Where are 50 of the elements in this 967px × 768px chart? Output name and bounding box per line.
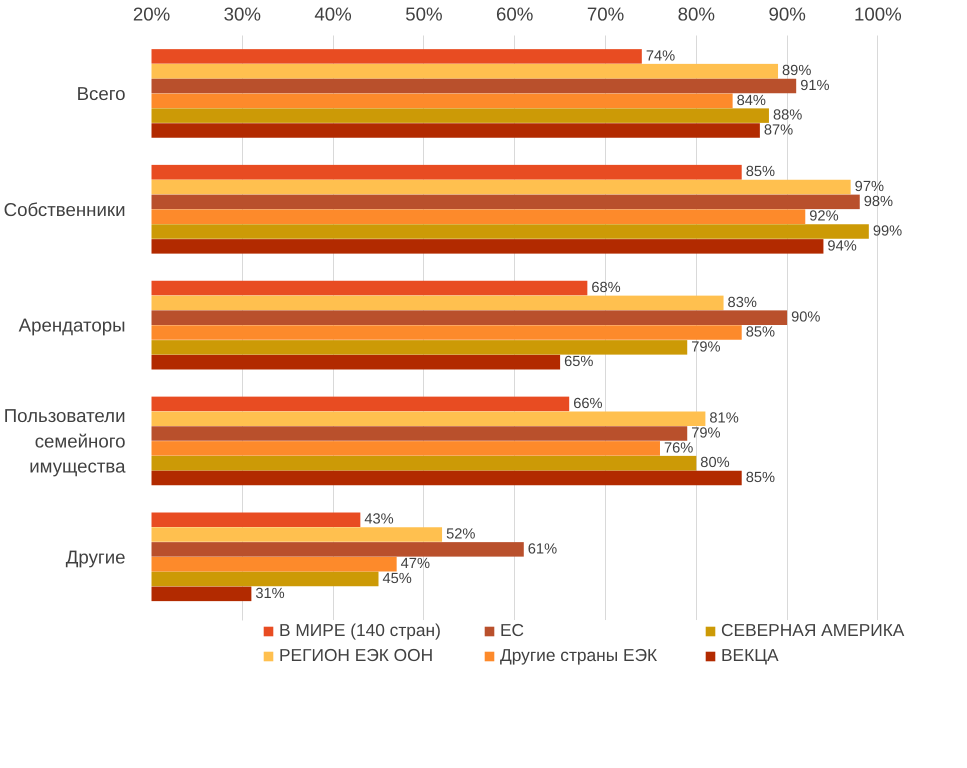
text: 99% [872,224,902,240]
text: 91% [800,78,830,94]
text: 66% [573,396,603,412]
y-tick-label: Пользователи семейного имущества [4,405,126,477]
x-tick-label: 70% [586,4,624,24]
text: 85% [746,470,776,486]
text: 88% [772,108,802,124]
text: 98% [864,194,894,210]
y-tick-label: Собственники [4,198,126,220]
text: 65% [564,354,594,370]
text: 76% [664,440,694,456]
text: 79% [691,339,721,356]
text: 83% [728,294,757,311]
x-tick-label: 60% [496,4,534,24]
text: 87% [764,122,794,138]
y-tick-label: Другие [66,546,126,568]
legend-label: ЕС [500,620,526,641]
text: 84% [736,92,766,109]
legend-label: РЕГИОН ЕЭК ООН [279,645,434,666]
x-tick-label: 40% [314,4,352,24]
text: 52% [446,526,476,543]
text: 89% [782,63,812,80]
text: 61% [528,541,558,558]
legend-label: СЕВЕРНАЯ АМЕРИКА [721,620,906,641]
x-tick-label: 20% [132,4,170,24]
text: 85% [746,164,776,180]
x-tick-label: 80% [678,4,715,24]
x-tick-label: 100% [854,4,902,24]
text: 92% [809,208,839,225]
text: 79% [691,426,721,442]
text: 97% [854,179,884,196]
text: 85% [746,324,776,341]
text: 74% [646,48,676,64]
text: 80% [700,455,730,472]
text: 45% [382,571,412,588]
legend-label: Другие страны ЕЭК [500,645,658,666]
legend-label: В МИРЕ (140 стран) [279,620,442,641]
text: 47% [400,556,430,572]
x-tick-label: 50% [405,4,443,24]
text: 90% [791,310,820,326]
legend-label: ВЕКЦА [721,645,780,666]
x-tick-label: 90% [768,4,806,24]
text: 31% [255,586,285,602]
text: 94% [827,238,857,254]
y-tick-label: Арендаторы [18,314,126,336]
text: 43% [364,512,394,528]
y-tick-label: Всего [76,82,126,104]
text: 81% [709,410,739,427]
x-tick-label: 30% [224,4,261,24]
text: 68% [591,280,621,296]
